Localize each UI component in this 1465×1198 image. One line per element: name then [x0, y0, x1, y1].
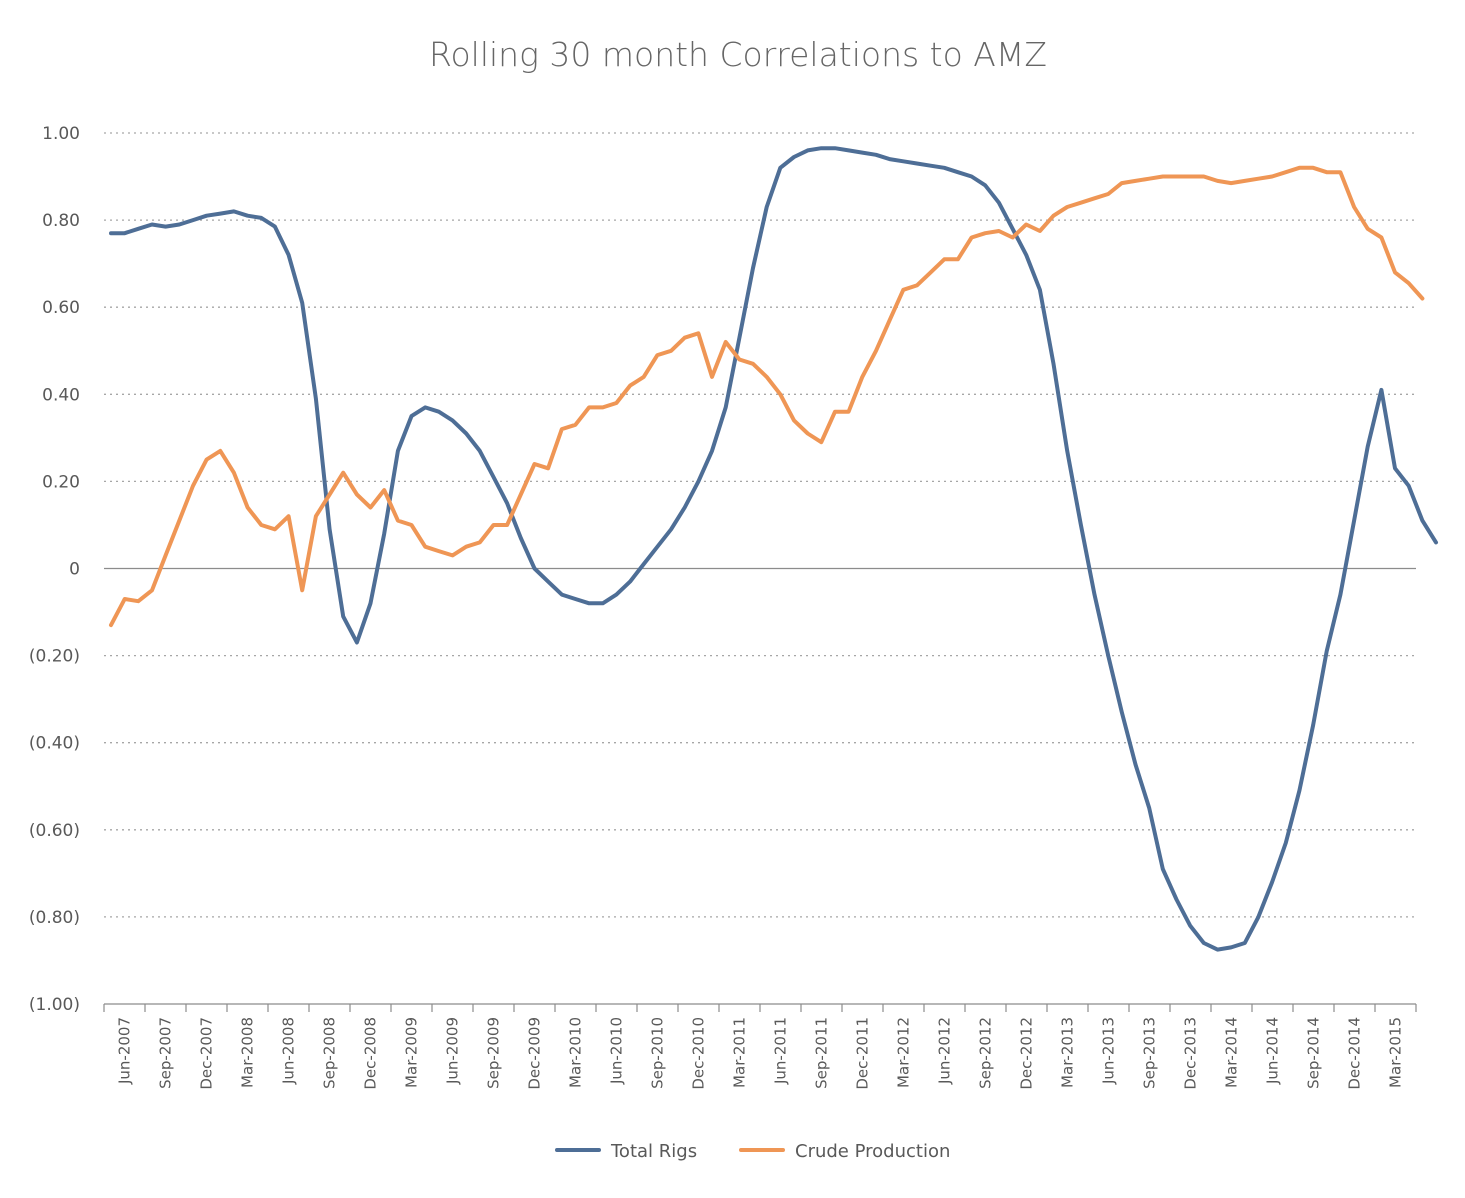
x-tick-label: Dec-2011	[854, 1017, 872, 1090]
x-tick-label: Mar-2008	[239, 1017, 257, 1088]
x-tick-label: Sep-2012	[977, 1017, 995, 1089]
x-tick-label: Mar-2009	[403, 1017, 421, 1088]
legend: Total Rigs Crude Production	[555, 1141, 950, 1162]
legend-item-crude-production: Crude Production	[739, 1141, 950, 1162]
chart-title: Rolling 30 month Correlations to AMZ	[429, 35, 1047, 74]
x-tick-label: Jun-2007	[116, 1017, 134, 1085]
x-tick-label: Mar-2011	[731, 1017, 749, 1088]
x-tick-label: Dec-2009	[526, 1017, 544, 1090]
gridlines	[104, 132, 1416, 918]
x-tick-label: Jun-2013	[1100, 1017, 1118, 1085]
y-tick-label: (0.40)	[29, 734, 80, 754]
x-tick-label: Sep-2009	[485, 1017, 503, 1089]
x-tick-label: Sep-2010	[649, 1017, 667, 1089]
y-tick-label: 0.60	[42, 298, 80, 318]
x-tick-label: Mar-2010	[567, 1017, 585, 1088]
x-tick-label: Mar-2013	[1059, 1017, 1077, 1088]
y-tick-label: (1.00)	[29, 995, 80, 1015]
x-tick-label: Jun-2010	[608, 1017, 626, 1085]
x-tick-label: Dec-2008	[362, 1017, 380, 1090]
x-tick-label: Dec-2014	[1346, 1017, 1364, 1090]
legend-label: Crude Production	[795, 1141, 950, 1162]
x-tick-label: Dec-2010	[690, 1017, 708, 1090]
x-tick-label: Dec-2012	[1018, 1017, 1036, 1090]
x-tick-label: Mar-2014	[1223, 1017, 1241, 1088]
legend-label: Total Rigs	[610, 1141, 697, 1162]
series-line-crude-production	[109, 165, 1425, 628]
x-tick-label: Mar-2015	[1387, 1017, 1405, 1088]
y-tick-label: 0.20	[42, 472, 80, 492]
y-tick-label: (0.80)	[29, 908, 80, 928]
x-tick-label: Dec-2013	[1182, 1017, 1200, 1090]
legend-item-total-rigs: Total Rigs	[555, 1141, 697, 1162]
x-tick-label: Dec-2007	[198, 1017, 216, 1090]
x-tick-label: Jun-2011	[772, 1017, 790, 1085]
x-tick-label: Sep-2011	[813, 1017, 831, 1089]
y-tick-label: 0.40	[42, 385, 80, 405]
x-tick-label: Jun-2012	[936, 1017, 954, 1085]
x-axis: Jun-2007 Sep-2007 Dec-2007 Mar-2008 Jun-2008…	[103, 1003, 1417, 1090]
x-tick-label: Sep-2013	[1141, 1017, 1159, 1089]
y-tick-label: (0.20)	[29, 647, 80, 667]
y-tick-label: (0.60)	[29, 821, 80, 841]
series-line-total-rigs	[109, 146, 1438, 952]
series-layer	[109, 146, 1438, 952]
y-axis-ticks: 1.00 0.80 0.60 0.40 0.20 0 (0.20) (0.40) (0.60) (…	[29, 124, 80, 1015]
x-tick-label: Sep-2008	[321, 1017, 339, 1089]
y-tick-label: 0	[69, 560, 80, 580]
x-tick-label: Jun-2014	[1264, 1017, 1282, 1085]
x-tick-label: Jun-2009	[444, 1017, 462, 1085]
x-tick-label: Jun-2008	[280, 1017, 298, 1085]
y-tick-label: 1.00	[42, 124, 80, 144]
x-tick-label: Sep-2007	[157, 1017, 175, 1089]
x-tick-label: Mar-2012	[895, 1017, 913, 1088]
x-tick-label: Sep-2014	[1305, 1017, 1323, 1089]
y-tick-label: 0.80	[42, 211, 80, 231]
